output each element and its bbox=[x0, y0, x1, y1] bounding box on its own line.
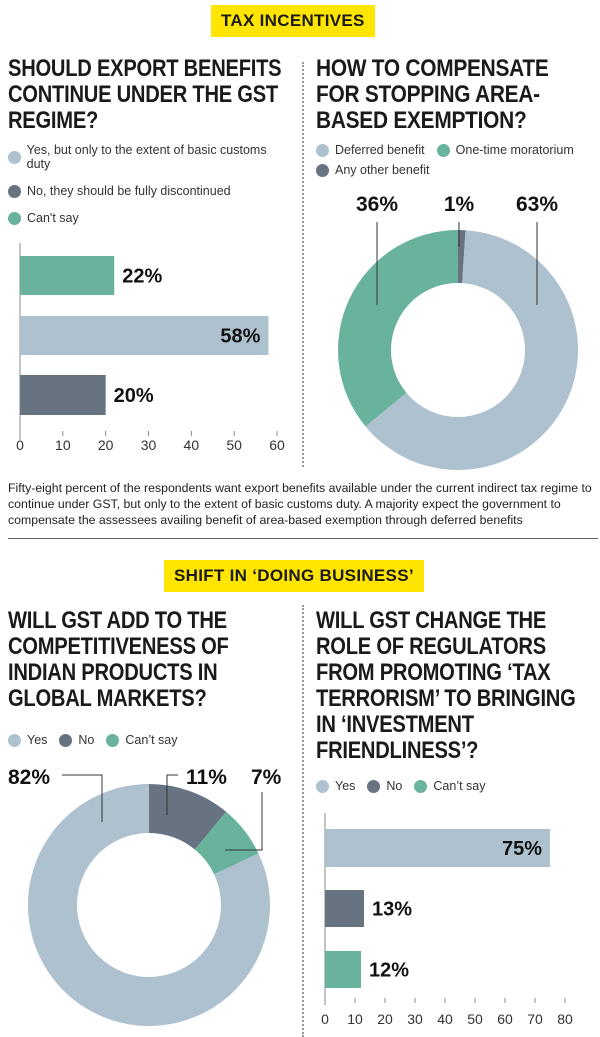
chart4-tick-label: 30 bbox=[407, 1011, 423, 1027]
chart4-tick-label: 50 bbox=[467, 1011, 483, 1027]
legend-label: Can't say bbox=[27, 211, 79, 225]
legend-label: Yes, but only to the extent of basic cus… bbox=[26, 143, 267, 171]
chart1-tick-label: 0 bbox=[16, 437, 24, 453]
legend-item: Yes bbox=[316, 779, 355, 793]
chart3-value-label: 11% bbox=[186, 766, 227, 789]
legend-swatch bbox=[316, 143, 329, 157]
legend-swatch bbox=[8, 211, 21, 225]
legend-swatch bbox=[367, 779, 381, 793]
chart4-bar bbox=[325, 829, 550, 867]
legend-swatch bbox=[8, 150, 21, 164]
legend-swatch bbox=[436, 143, 450, 157]
legend-item: Can’t say bbox=[106, 733, 178, 747]
chart4-tick-label: 80 bbox=[557, 1011, 573, 1027]
section-banner-doing-business: SHIFT IN ‘DOING BUSINESS’ bbox=[164, 560, 424, 592]
chart4-tick-label: 10 bbox=[347, 1011, 363, 1027]
chart3-leader-line bbox=[225, 792, 263, 851]
chart1-bar bbox=[20, 375, 106, 415]
legend-label: Any other benefit bbox=[335, 163, 430, 177]
chart1-value-label: 22% bbox=[122, 266, 162, 288]
chart3-slice bbox=[149, 784, 227, 850]
chart4-value-label: 75% bbox=[502, 838, 542, 860]
chart4-tick-label: 70 bbox=[527, 1011, 543, 1027]
section-divider bbox=[8, 538, 598, 539]
chart4-tick-label: 60 bbox=[497, 1011, 513, 1027]
legend-swatch bbox=[8, 733, 21, 747]
chart3-slice bbox=[27, 784, 270, 1026]
chart3-value-label: 82% bbox=[8, 766, 50, 789]
chart3-legend: Yes No Can’t say bbox=[8, 733, 298, 750]
chart1-tick-label: 40 bbox=[184, 437, 200, 453]
chart1-legend: Yes, but only to the extent of basic cus… bbox=[8, 143, 298, 238]
chart4-legend: Yes No Can’t say bbox=[316, 779, 596, 796]
chart1-tick-label: 10 bbox=[55, 437, 71, 453]
chart2-value-label: 63% bbox=[516, 193, 558, 216]
legend-label: No bbox=[386, 779, 403, 793]
legend-label: Can’t say bbox=[125, 733, 178, 747]
legend-swatch bbox=[106, 733, 120, 747]
chart1-value-label: 20% bbox=[114, 385, 154, 407]
chart1-bar bbox=[20, 256, 115, 295]
legend-item: Yes, but only to the extent of basic cus… bbox=[8, 143, 286, 171]
column-divider bbox=[302, 62, 304, 467]
chart4-value-label: 13% bbox=[372, 899, 412, 921]
chart1-tick-label: 30 bbox=[141, 437, 157, 453]
chart1-value-label: 58% bbox=[220, 326, 260, 348]
chart4-tick-label: 0 bbox=[321, 1011, 329, 1027]
chart2-slice bbox=[365, 230, 578, 470]
legend-item: Deferred benefit bbox=[316, 143, 425, 157]
legend-label: One-time moratorium bbox=[455, 143, 574, 157]
legend-label: No, they should be fully discontinued bbox=[27, 184, 231, 198]
chart3-leader-line bbox=[166, 774, 178, 815]
legend-item: No bbox=[367, 779, 402, 793]
chart4-bar bbox=[325, 951, 361, 988]
chart2-title: HOW TO COMPENSATE FOR STOPPING AREA-BASE… bbox=[316, 55, 549, 134]
legend-item: Can’t say bbox=[414, 779, 486, 793]
legend-item: Yes bbox=[8, 733, 47, 747]
legend-label: No bbox=[78, 733, 95, 747]
legend-label: Can’t say bbox=[433, 779, 486, 793]
legend-item: Can't say bbox=[8, 211, 286, 225]
chart2-value-label: 36% bbox=[356, 193, 398, 216]
chart4-title: WILL GST CHANGE THE ROLE OF REGULATORS F… bbox=[316, 607, 576, 764]
chart1-tick-label: 20 bbox=[98, 437, 114, 453]
legend-label: Yes bbox=[27, 733, 48, 747]
legend-item: Any other benefit bbox=[316, 163, 430, 177]
chart4-bar bbox=[325, 890, 364, 927]
chart4-tick-label: 40 bbox=[437, 1011, 453, 1027]
chart3-leader-line bbox=[62, 774, 103, 822]
chart1-title: SHOULD EXPORT BENEFITS CONTINUE UNDER TH… bbox=[8, 55, 282, 134]
chart4-value-label: 12% bbox=[369, 960, 409, 982]
summary-note: Fifty-eight percent of the respondents w… bbox=[8, 481, 592, 527]
chart3-slice bbox=[194, 811, 259, 875]
legend-swatch bbox=[316, 163, 329, 177]
chart4-tick-label: 20 bbox=[377, 1011, 393, 1027]
column-divider-2 bbox=[302, 605, 304, 1037]
legend-label: Yes bbox=[335, 779, 356, 793]
chart2-value-label: 1% bbox=[444, 193, 475, 216]
legend-item: No bbox=[59, 733, 94, 747]
legend-item: No, they should be fully discontinued bbox=[8, 184, 286, 198]
section-banner-tax-incentives: TAX INCENTIVES bbox=[211, 5, 375, 37]
legend-swatch bbox=[414, 779, 428, 793]
chart1-tick-label: 50 bbox=[226, 437, 242, 453]
chart3-title: WILL GST ADD TO THE COMPETITIVENESS OF I… bbox=[8, 607, 229, 712]
chart2-slice bbox=[338, 230, 458, 427]
legend-swatch bbox=[316, 779, 329, 793]
chart2-legend: Deferred benefit One-time moratorium Any o… bbox=[316, 143, 596, 183]
legend-swatch bbox=[59, 733, 73, 747]
chart1-bar bbox=[20, 316, 269, 355]
chart2-slice bbox=[458, 230, 466, 284]
legend-swatch bbox=[8, 184, 21, 198]
chart1-tick-label: 60 bbox=[269, 437, 285, 453]
legend-label: Deferred benefit bbox=[335, 143, 425, 157]
legend-item: One-time moratorium bbox=[436, 143, 574, 157]
chart3-value-label: 7% bbox=[251, 766, 282, 789]
